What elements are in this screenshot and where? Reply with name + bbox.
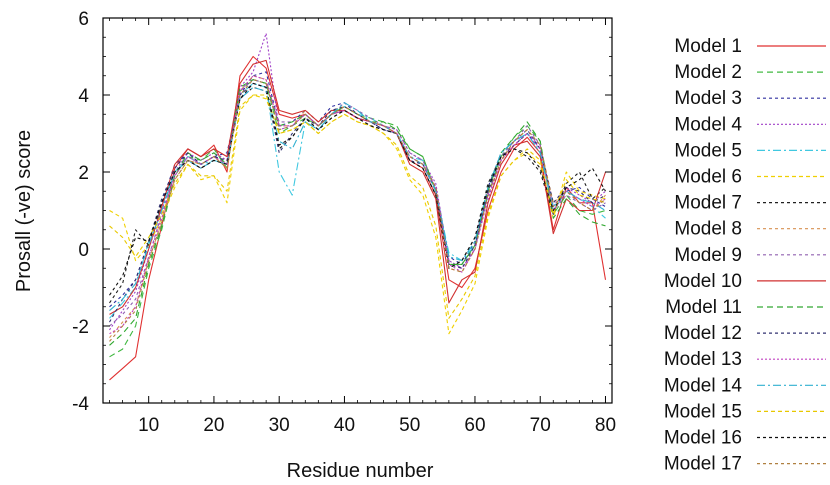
y-tick-label: -2 — [72, 317, 89, 338]
x-tick-label: 50 — [399, 415, 420, 436]
plot-frame — [102, 17, 613, 404]
series-line-model-17 — [109, 79, 606, 342]
legend-label-model-4: Model 4 — [674, 114, 742, 135]
legend-label-model-5: Model 5 — [674, 140, 742, 161]
y-axis-label: Prosall (-ve) score — [13, 130, 35, 292]
x-tick-label: 30 — [269, 415, 290, 436]
legend-label-model-9: Model 9 — [674, 245, 742, 266]
series-line-model-7 — [109, 86, 606, 304]
legend-label-model-7: Model 7 — [674, 193, 742, 214]
y-tick-label: -4 — [72, 394, 89, 415]
series-line-model-11 — [109, 79, 606, 346]
legend-label-model-10: Model 10 — [664, 271, 742, 292]
series-line-model-14 — [109, 86, 606, 312]
x-tick-label: 80 — [595, 415, 616, 436]
legend-label-model-6: Model 6 — [674, 167, 742, 188]
y-tick-label: 6 — [78, 9, 89, 30]
series-line-model-3 — [109, 71, 606, 308]
legend-label-model-16: Model 16 — [664, 428, 742, 449]
series-line-model-2 — [109, 79, 606, 358]
legend-label-model-2: Model 2 — [674, 62, 742, 83]
x-tick-label: 70 — [530, 415, 551, 436]
y-tick-label: 0 — [78, 240, 89, 261]
series-line-model-15 — [109, 94, 606, 319]
series-line-model-9 — [109, 79, 606, 327]
x-tick-label: 10 — [138, 415, 159, 436]
x-tick-label: 40 — [334, 415, 355, 436]
legend-label-model-8: Model 8 — [674, 219, 742, 240]
x-tick-label: 20 — [203, 415, 224, 436]
legend: Model 1 Model 2 Model 3 Model 4 Model 5 Model… — [664, 36, 826, 475]
plot-area — [109, 32, 607, 381]
series-line-model-4 — [109, 32, 606, 331]
legend-label-model-17: Model 17 — [664, 454, 742, 475]
legend-label-model-15: Model 15 — [664, 401, 742, 422]
legend-label-model-12: Model 12 — [664, 323, 742, 344]
legend-label-model-3: Model 3 — [674, 88, 742, 109]
x-axis-label: Residue number — [287, 460, 434, 482]
axes: 10 20 30 40 50 60 70 80 -4 -2 0 2 4 6 — [72, 9, 616, 436]
series-line-model-12 — [109, 82, 606, 323]
legend-label-model-13: Model 13 — [664, 349, 742, 370]
y-tick-label: 4 — [78, 86, 89, 107]
legend-label-model-1: Model 1 — [674, 36, 742, 57]
legend-label-model-14: Model 14 — [664, 375, 743, 396]
y-tick-label: 2 — [78, 163, 89, 184]
series-line-model-16 — [109, 82, 606, 296]
series-line-model-10 — [109, 59, 607, 315]
x-tick-label: 60 — [464, 415, 485, 436]
series-line-model-8 — [109, 75, 606, 338]
legend-label-model-11: Model 11 — [665, 297, 742, 318]
series-line-model-1 — [109, 55, 607, 381]
